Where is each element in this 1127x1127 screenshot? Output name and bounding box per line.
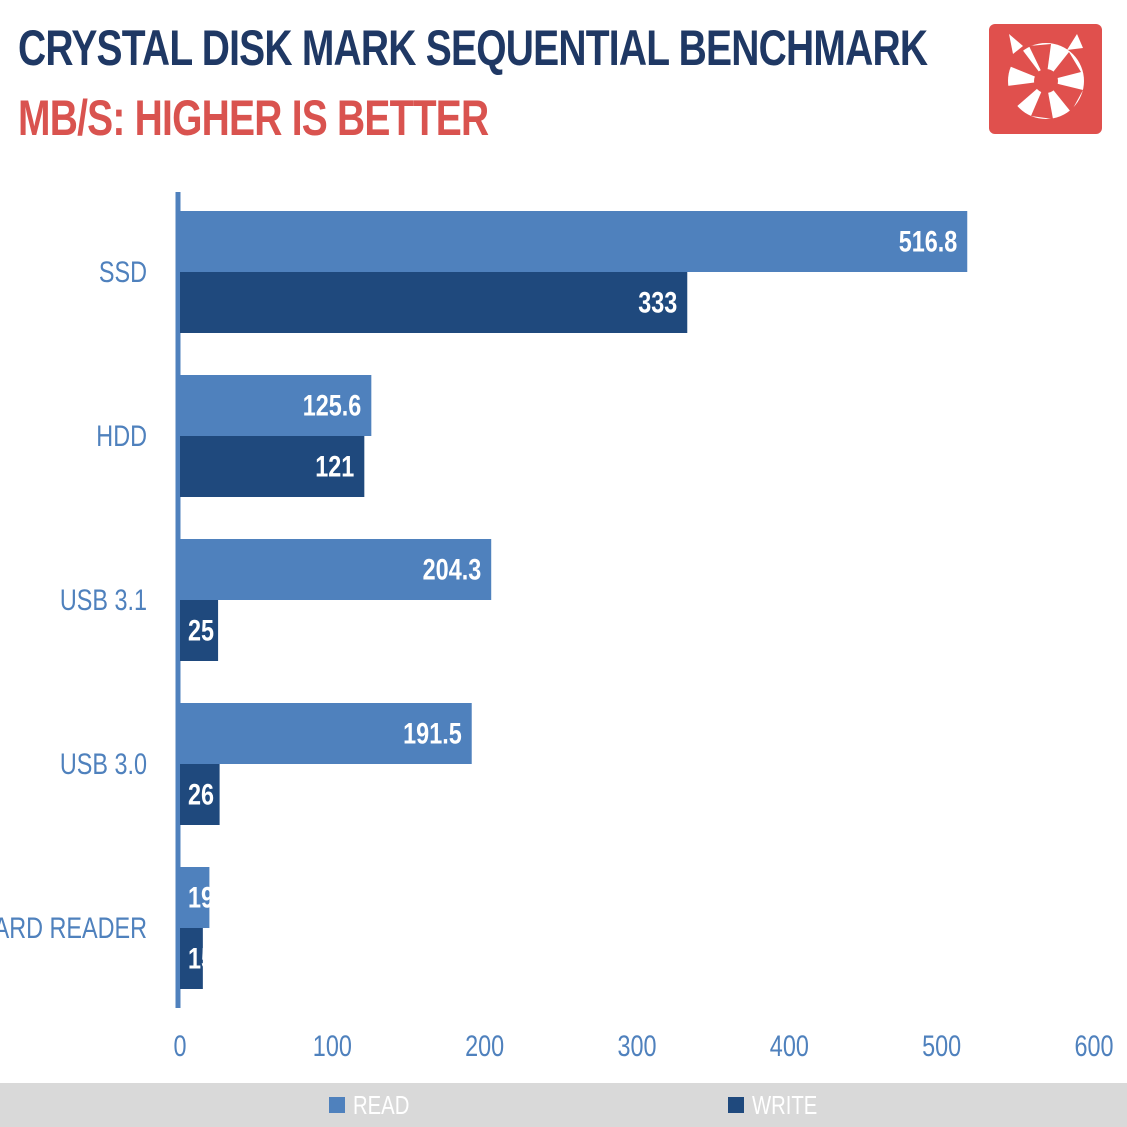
data-label: 25 bbox=[188, 614, 214, 647]
x-tick-label: 300 bbox=[617, 1029, 656, 1062]
x-tick-label: 0 bbox=[173, 1029, 186, 1062]
legend-swatch-write bbox=[728, 1097, 744, 1113]
legend-label-write: WRITE bbox=[752, 1089, 818, 1120]
category-label: USB 3.0 bbox=[60, 747, 147, 780]
aperture-logo-icon bbox=[989, 24, 1102, 134]
data-label: 204.3 bbox=[423, 553, 482, 586]
bar-write bbox=[180, 436, 365, 497]
bar-read bbox=[180, 867, 210, 928]
data-label: 125.6 bbox=[303, 389, 362, 422]
legend-item-write: WRITE bbox=[728, 1083, 836, 1127]
category-label: CARD READER bbox=[0, 911, 147, 944]
x-tick-label: 500 bbox=[922, 1029, 961, 1062]
chart-subtitle: MB/S: HIGHER IS BETTER bbox=[18, 90, 489, 146]
chart-title: CRYSTAL DISK MARK SEQUENTIAL BENCHMARK bbox=[18, 20, 928, 76]
bar-read bbox=[180, 375, 372, 436]
bar-chart: SSD 516.8 333 HDD 125.6 121 USB 3.1 204.3 25 USB … bbox=[0, 192, 1114, 1063]
data-label: 333 bbox=[638, 286, 677, 319]
category-label: USB 3.1 bbox=[60, 583, 147, 616]
category-label: HDD bbox=[96, 419, 147, 452]
bar-write bbox=[180, 928, 203, 989]
data-label: 191.5 bbox=[403, 717, 462, 750]
data-label: 26 bbox=[188, 778, 214, 811]
x-tick-label: 200 bbox=[465, 1029, 504, 1062]
data-label: 516.8 bbox=[899, 225, 958, 258]
bar-write bbox=[180, 600, 219, 661]
legend: READ WRITE bbox=[0, 1083, 1127, 1127]
x-tick-label: 400 bbox=[770, 1029, 809, 1062]
bar-read bbox=[180, 211, 968, 272]
data-label: 15 bbox=[188, 942, 214, 975]
category-label: SSD bbox=[99, 255, 147, 288]
bar-read bbox=[180, 703, 472, 764]
x-tick-label: 100 bbox=[313, 1029, 352, 1062]
bar-read bbox=[180, 539, 492, 600]
data-label: 19.3 bbox=[188, 881, 234, 914]
bar-write bbox=[180, 272, 688, 333]
legend-label-read: READ bbox=[353, 1089, 410, 1120]
x-tick-label: 600 bbox=[1074, 1029, 1113, 1062]
data-label: 121 bbox=[315, 450, 354, 483]
bar-write bbox=[180, 764, 220, 825]
legend-swatch-read bbox=[329, 1097, 345, 1113]
legend-item-read: READ bbox=[329, 1083, 425, 1127]
